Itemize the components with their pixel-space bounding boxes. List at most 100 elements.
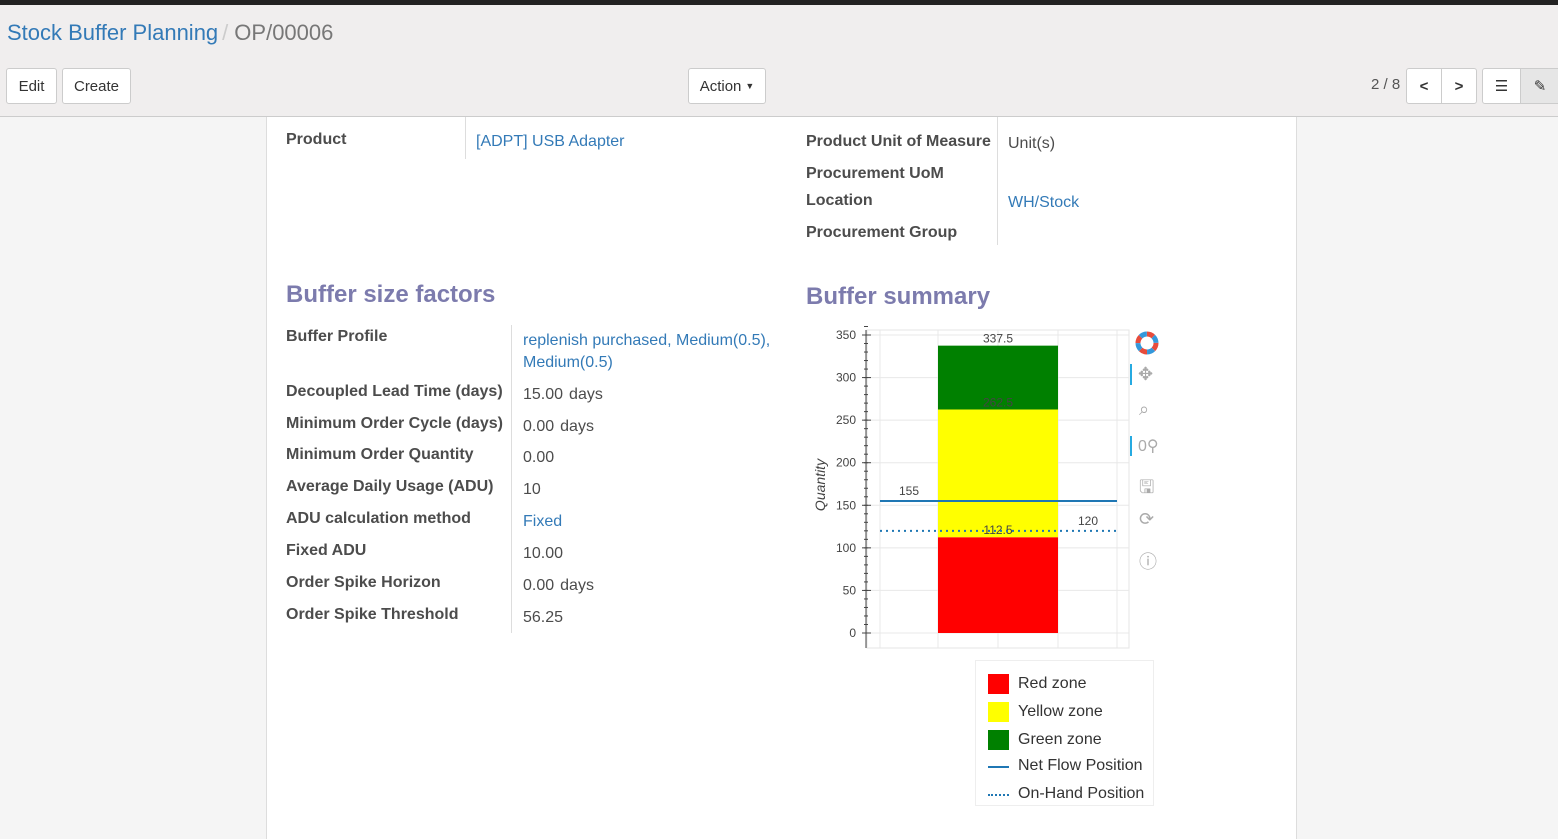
legend-green-zone: Green zone bbox=[988, 730, 1102, 750]
y-tick-label: 250 bbox=[836, 413, 856, 427]
factor-label: Buffer Profile bbox=[286, 328, 388, 345]
list-icon: ☰ bbox=[1494, 78, 1509, 95]
legend-label: On-Hand Position bbox=[1018, 785, 1145, 802]
factor-label: Order Spike Horizon bbox=[286, 574, 441, 591]
factor-value-text: 10 bbox=[523, 481, 541, 498]
bar-segment-yellow-zone bbox=[938, 409, 1058, 538]
location-value[interactable]: WH/Stock bbox=[1008, 194, 1080, 211]
form-view-button[interactable]: ✎ bbox=[1520, 68, 1558, 104]
red-swatch bbox=[988, 674, 1009, 694]
factor-unit: days bbox=[569, 386, 603, 403]
breadcrumb-parent[interactable]: Stock Buffer Planning bbox=[7, 20, 219, 45]
factor-label: Decoupled Lead Time (days) bbox=[286, 383, 503, 400]
factor-value: 15.00 days bbox=[523, 386, 603, 404]
wheel-zoom-tool-icon[interactable]: 0⚲ bbox=[1130, 436, 1159, 456]
factor-value-text: 10.00 bbox=[523, 545, 564, 562]
factor-label: Fixed ADU bbox=[286, 542, 367, 559]
bar-segment-label: 337.5 bbox=[983, 332, 1013, 346]
chevron-right-icon: > bbox=[1454, 77, 1464, 95]
factor-value-text: 56.25 bbox=[523, 609, 564, 626]
bar-segment-label: 262.5 bbox=[983, 396, 1013, 410]
pager-next-button[interactable]: > bbox=[1441, 68, 1477, 104]
action-dropdown[interactable]: Action ▼ bbox=[688, 68, 766, 104]
factor-value[interactable]: Fixed bbox=[523, 513, 562, 531]
breadcrumb: Stock Buffer Planning / OP/00006 bbox=[7, 20, 334, 45]
factor-value: 0.00 days bbox=[523, 418, 594, 436]
factor-label: Order Spike Threshold bbox=[286, 606, 459, 623]
dotted-line-swatch bbox=[988, 794, 1009, 796]
uom-label: Product Unit of Measure bbox=[806, 133, 991, 150]
y-tick-label: 200 bbox=[836, 456, 856, 470]
legend-label: Net Flow Position bbox=[1018, 757, 1143, 774]
buffer-chart: 0 50 100 150 200 250 300 350 Quantity 112.5 262.5 3… bbox=[812, 325, 1130, 649]
bar-segment-green-zone bbox=[938, 345, 1058, 410]
action-label: Action bbox=[699, 77, 742, 95]
factor-value: 10 bbox=[523, 481, 541, 499]
yellow-swatch bbox=[988, 702, 1009, 722]
edit-button[interactable]: Edit bbox=[6, 68, 57, 104]
legend-label: Green zone bbox=[1018, 731, 1102, 748]
on-hand-label: 120 bbox=[1078, 514, 1098, 528]
y-tick-label: 150 bbox=[836, 498, 856, 512]
factor-value-text: Fixed bbox=[523, 513, 563, 530]
help-tool-icon[interactable]: ⓘ bbox=[1139, 552, 1157, 572]
procurement-uom-label: Procurement UoM bbox=[806, 165, 944, 182]
caret-down-icon: ▼ bbox=[745, 81, 755, 91]
green-swatch bbox=[988, 730, 1009, 750]
pager-value: 2 / 8 bbox=[1371, 76, 1401, 93]
control-panel: Stock Buffer Planning / OP/00006 Edit Crea… bbox=[0, 5, 1558, 117]
box-zoom-tool-icon[interactable]: ⌕ bbox=[1139, 399, 1150, 419]
bar-segment-label: 112.5 bbox=[983, 523, 1012, 537]
y-axis-label: Quantity bbox=[812, 458, 828, 511]
y-tick-label: 300 bbox=[836, 371, 856, 385]
save-tool-icon[interactable]: 🖫 bbox=[1139, 477, 1155, 497]
factor-value: 10.00 bbox=[523, 545, 563, 563]
legend-label: Red zone bbox=[1018, 675, 1087, 692]
breadcrumb-current: OP/00006 bbox=[234, 20, 334, 45]
factor-value-text: 0.00 bbox=[523, 577, 555, 594]
edit-icon: ✎ bbox=[1533, 78, 1547, 95]
factor-label: Minimum Order Cycle (days) bbox=[286, 415, 503, 432]
chart-legend: Red zone Yellow zone Green zone Net Flow… bbox=[975, 660, 1154, 806]
factor-label: Average Daily Usage (ADU) bbox=[286, 478, 494, 495]
solid-line-swatch bbox=[988, 766, 1009, 768]
product-value[interactable]: [ADPT] USB Adapter bbox=[476, 133, 625, 150]
legend-net-flow: Net Flow Position bbox=[988, 757, 1143, 775]
factor-label: ADU calculation method bbox=[286, 510, 471, 527]
chevron-left-icon: < bbox=[1419, 77, 1429, 95]
buffer-summary-title: Buffer summary bbox=[806, 283, 991, 310]
legend-on-hand: On-Hand Position bbox=[988, 785, 1144, 803]
factor-value[interactable]: replenish purchased, Medium(0.5), Medium… bbox=[523, 330, 773, 374]
pager-previous-button[interactable]: < bbox=[1406, 68, 1442, 104]
legend-yellow-zone: Yellow zone bbox=[988, 702, 1103, 722]
factor-value-text: 15.00 bbox=[523, 386, 564, 403]
net-flow-label: 155 bbox=[899, 484, 919, 498]
list-view-button[interactable]: ☰ bbox=[1482, 68, 1521, 104]
y-tick-label: 350 bbox=[836, 328, 856, 342]
factor-value: 0.00 days bbox=[523, 577, 594, 595]
factor-value-text: replenish purchased, Medium(0.5), Medium… bbox=[523, 332, 771, 371]
y-tick-label: 50 bbox=[843, 583, 857, 597]
y-tick-label: 100 bbox=[836, 541, 856, 555]
reset-tool-icon[interactable]: ⟳ bbox=[1139, 509, 1155, 529]
buffer-size-factors-title: Buffer size factors bbox=[286, 281, 496, 308]
factor-unit: days bbox=[560, 577, 594, 594]
bar-segment-red-zone bbox=[938, 537, 1058, 633]
factor-label: Minimum Order Quantity bbox=[286, 446, 474, 463]
product-label: Product bbox=[286, 131, 347, 148]
legend-red-zone: Red zone bbox=[988, 674, 1087, 694]
procurement-group-label: Procurement Group bbox=[806, 224, 958, 241]
legend-label: Yellow zone bbox=[1018, 703, 1103, 720]
factor-value: 56.25 bbox=[523, 609, 563, 627]
uom-value: Unit(s) bbox=[1008, 135, 1056, 152]
factor-unit: days bbox=[560, 418, 594, 435]
factor-value-text: 0.00 bbox=[523, 449, 555, 466]
pan-tool-icon[interactable]: ✥ bbox=[1130, 364, 1153, 385]
factor-value: 0.00 bbox=[523, 449, 554, 467]
create-button[interactable]: Create bbox=[62, 68, 131, 104]
y-tick-label: 0 bbox=[849, 626, 856, 640]
factor-value-text: 0.00 bbox=[523, 418, 555, 435]
top-bar bbox=[0, 0, 1558, 5]
bokeh-logo-icon[interactable] bbox=[1134, 330, 1160, 361]
location-label: Location bbox=[806, 192, 873, 209]
